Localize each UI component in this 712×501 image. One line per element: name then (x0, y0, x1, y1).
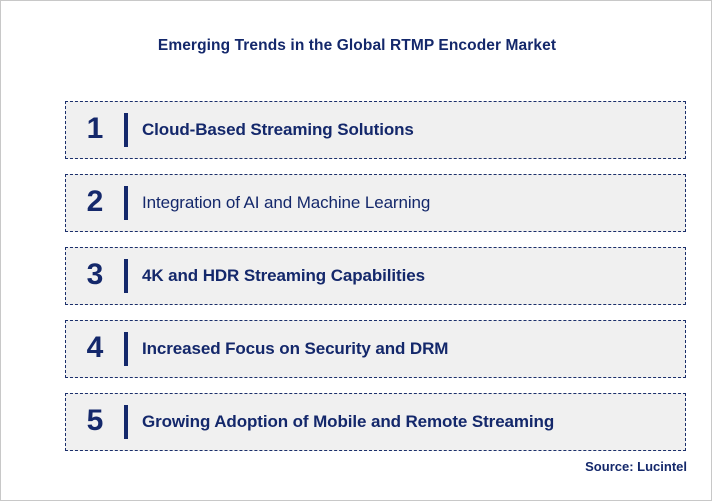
page-title: Emerging Trends in the Global RTMP Encod… (157, 37, 557, 54)
trend-label: Growing Adoption of Mobile and Remote St… (142, 412, 555, 431)
trend-label: Integration of AI and Machine Learning (142, 193, 431, 212)
divider-bar (124, 186, 128, 220)
trend-number: 5 (86, 404, 104, 437)
trend-label: 4K and HDR Streaming Capabilities (142, 266, 425, 285)
trend-number: 4 (86, 331, 104, 364)
divider-bar (124, 332, 128, 366)
source-attribution: Source: Lucintel (585, 459, 687, 474)
list-item: 1 Cloud-Based Streaming Solutions (65, 101, 686, 159)
list-item: 3 4K and HDR Streaming Capabilities (65, 247, 686, 305)
trend-label: Increased Focus on Security and DRM (142, 339, 449, 358)
trend-label: Cloud-Based Streaming Solutions (142, 120, 414, 139)
list-item: 2 Integration of AI and Machine Learning (65, 174, 686, 232)
list-item: 5 Growing Adoption of Mobile and Remote … (65, 393, 686, 451)
divider-bar (124, 405, 128, 439)
trend-number: 2 (86, 185, 104, 218)
trend-number: 3 (86, 258, 104, 291)
trend-list: 1 Cloud-Based Streaming Solutions 2 Inte… (65, 101, 686, 451)
trend-number: 1 (86, 112, 104, 145)
divider-bar (124, 259, 128, 293)
divider-bar (124, 113, 128, 147)
list-item: 4 Increased Focus on Security and DRM (65, 320, 686, 378)
